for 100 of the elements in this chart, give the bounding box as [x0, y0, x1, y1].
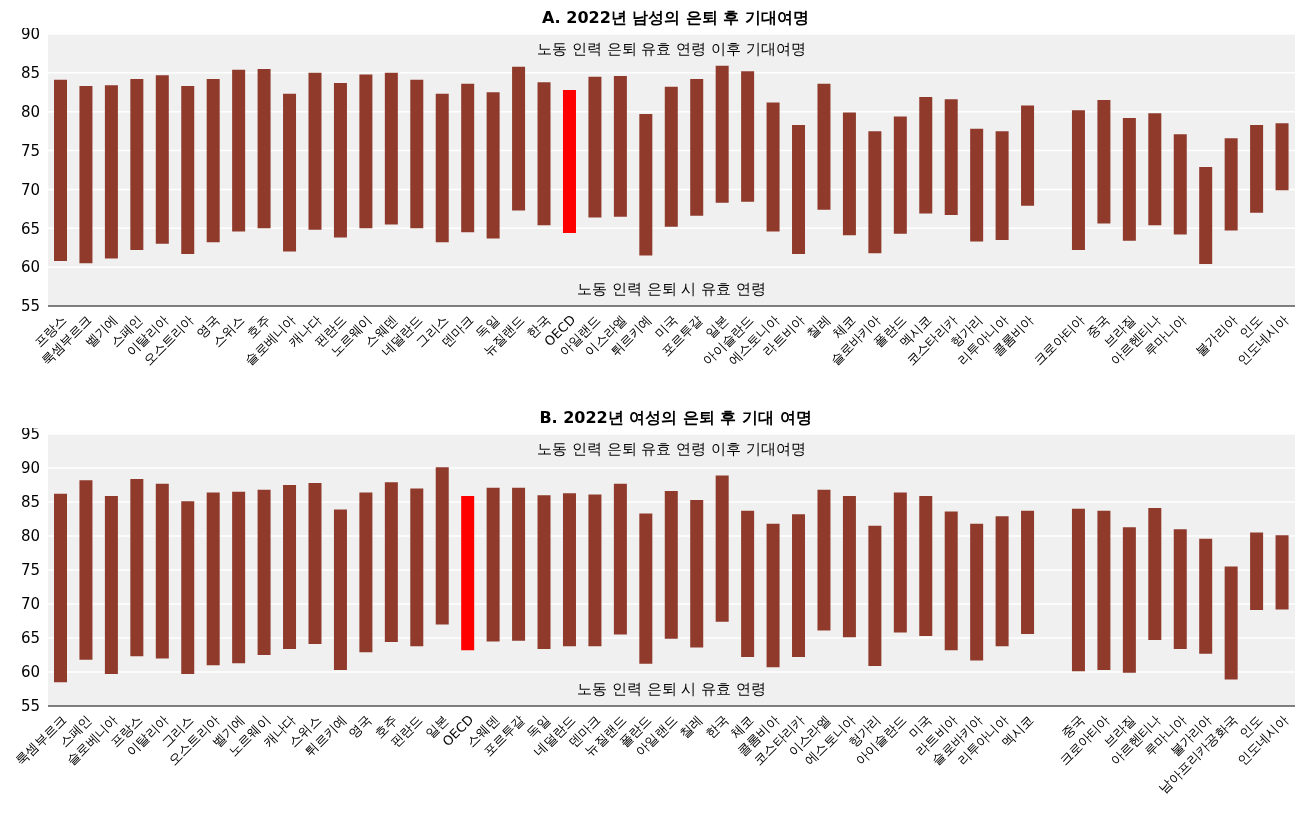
bar	[384, 72, 398, 225]
y-tick-label: 75	[20, 141, 40, 160]
bar	[1021, 105, 1035, 206]
bar	[690, 79, 704, 216]
bar	[308, 482, 322, 645]
bar	[1173, 134, 1187, 235]
bar	[283, 93, 297, 252]
y-tick-label: 55	[20, 697, 40, 716]
bar	[1122, 117, 1136, 241]
bar	[461, 83, 475, 233]
bar	[715, 65, 729, 203]
y-tick-label: 60	[20, 663, 40, 682]
bar	[766, 102, 780, 232]
bar	[1250, 532, 1264, 611]
y-tick-label: 60	[20, 258, 40, 277]
bar	[257, 68, 271, 229]
bar	[283, 485, 297, 649]
bar	[104, 495, 118, 675]
bar	[613, 75, 627, 217]
y-tick-label: 85	[20, 493, 40, 512]
annotation: 노동 인력 은퇴 유효 연령 이후 기대여명	[536, 40, 807, 59]
bar	[1250, 124, 1264, 213]
bar	[1275, 123, 1289, 191]
bar	[792, 514, 806, 658]
y-tick-label: 80	[20, 103, 40, 122]
bar	[970, 128, 984, 242]
bar	[868, 131, 882, 254]
bar	[359, 492, 373, 653]
bar	[1173, 529, 1187, 649]
bar	[232, 69, 246, 232]
bar	[435, 467, 449, 625]
bar	[410, 488, 424, 647]
bar	[970, 523, 984, 661]
bar	[1148, 508, 1162, 641]
bar	[181, 501, 195, 675]
bar	[79, 86, 93, 264]
y-tick-label: 95	[20, 425, 40, 444]
bar	[1097, 100, 1111, 224]
bar	[995, 131, 1009, 240]
bar	[944, 511, 958, 651]
bar	[588, 494, 602, 647]
bar	[384, 482, 398, 643]
bar	[486, 92, 500, 239]
bar	[842, 495, 856, 638]
bar	[1071, 110, 1085, 251]
bar	[842, 112, 856, 236]
bar	[1199, 166, 1213, 265]
y-tick-label: 70	[20, 595, 40, 614]
bar	[333, 509, 347, 670]
bar	[817, 83, 831, 210]
bar	[664, 86, 678, 227]
y-tick-label: 70	[20, 180, 40, 199]
bar	[512, 66, 526, 211]
y-tick-label: 75	[20, 561, 40, 580]
bar	[817, 489, 831, 631]
bar	[1224, 566, 1238, 680]
bar	[562, 89, 576, 233]
bar	[359, 74, 373, 229]
bar	[104, 85, 118, 259]
bar	[741, 510, 755, 658]
bar	[1275, 535, 1289, 610]
bar	[562, 493, 576, 647]
bar	[1224, 138, 1238, 231]
bar	[54, 79, 67, 261]
bar	[537, 495, 551, 649]
bar	[181, 86, 195, 254]
y-tick-label: 90	[20, 25, 40, 44]
bar	[792, 124, 806, 254]
bar	[512, 487, 526, 641]
annotation: 노동 인력 은퇴 시 유효 연령	[576, 280, 767, 299]
bar	[893, 116, 907, 234]
bar	[54, 493, 67, 683]
bar	[206, 79, 220, 243]
y-tick-label: 80	[20, 527, 40, 546]
bar	[537, 82, 551, 226]
y-tick-label: 85	[20, 64, 40, 83]
bar	[257, 489, 271, 655]
bar	[741, 71, 755, 202]
bar	[130, 79, 144, 251]
bar	[766, 523, 780, 668]
bar	[919, 495, 933, 636]
bar	[893, 492, 907, 633]
bar	[919, 96, 933, 214]
bar	[155, 75, 169, 244]
bar	[1097, 510, 1111, 670]
bar	[613, 483, 627, 635]
bar	[588, 76, 602, 218]
bar	[1148, 113, 1162, 226]
bar	[715, 475, 729, 622]
bar	[639, 114, 653, 256]
bar	[333, 82, 347, 238]
bar	[944, 99, 958, 216]
y-tick-label: 90	[20, 459, 40, 478]
bar	[130, 478, 144, 657]
x-tick-label: 한국	[702, 712, 732, 742]
bar	[1021, 510, 1035, 634]
bar	[664, 491, 678, 639]
bar	[486, 487, 500, 642]
bar	[206, 492, 220, 666]
bar	[639, 513, 653, 664]
